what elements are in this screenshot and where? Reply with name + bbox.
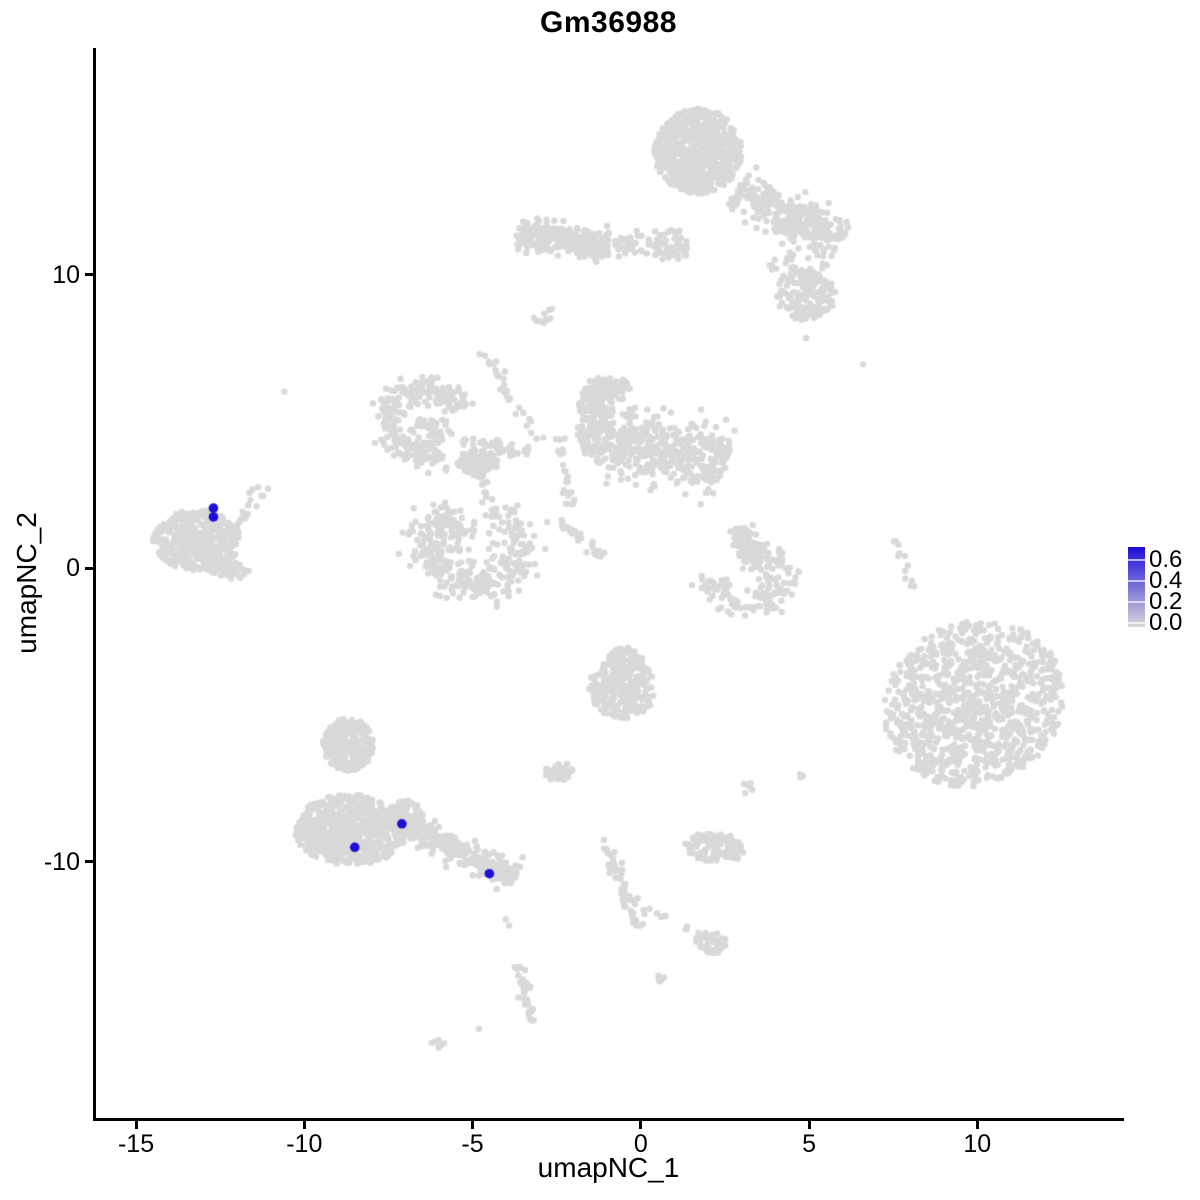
- legend-tick-label: 0.0: [1149, 609, 1183, 636]
- x-tick-mark: [134, 1121, 138, 1129]
- expression-legend: 0.6 0.4 0.2 0.0: [1128, 547, 1182, 635]
- y-tick-label: 10: [52, 260, 80, 289]
- x-tick-mark: [975, 1121, 979, 1129]
- x-tick-label: 5: [802, 1130, 816, 1158]
- x-axis-title: umapNC_1: [537, 1152, 680, 1183]
- legend-tick-label: 0.6: [1149, 546, 1183, 573]
- legend-bar-tick: [1128, 622, 1145, 624]
- x-tick-mark: [471, 1121, 475, 1129]
- legend-bar-tick: [1128, 559, 1145, 561]
- x-axis-line: [93, 1118, 1124, 1121]
- x-tick-label: 0: [633, 1130, 648, 1158]
- x-tick-label: -5: [461, 1130, 484, 1158]
- x-tick-label: -15: [117, 1130, 155, 1158]
- y-axis-title: umapNC_2: [11, 512, 42, 654]
- legend-bar-tick: [1128, 580, 1145, 582]
- legend-tick-label: 0.2: [1149, 588, 1183, 615]
- y-tick-mark: [85, 566, 93, 570]
- legend-tick-label: 0.4: [1149, 567, 1183, 594]
- y-axis-line: [93, 48, 96, 1121]
- legend-bar-tick: [1128, 601, 1145, 603]
- y-tick-label: 0: [66, 554, 80, 583]
- y-tick-label: -10: [43, 847, 80, 876]
- legend-gradient-bar: 0.6 0.4 0.2 0.0: [1128, 547, 1182, 635]
- x-tick-label: 10: [963, 1130, 992, 1158]
- x-tick-mark: [807, 1121, 811, 1129]
- plot-title: Gm36988: [540, 6, 677, 39]
- x-tick-mark: [302, 1121, 306, 1129]
- y-tick-mark: [85, 860, 93, 864]
- x-tick-label: -10: [286, 1130, 323, 1158]
- x-tick-mark: [639, 1121, 643, 1129]
- y-tick-mark: [85, 273, 93, 277]
